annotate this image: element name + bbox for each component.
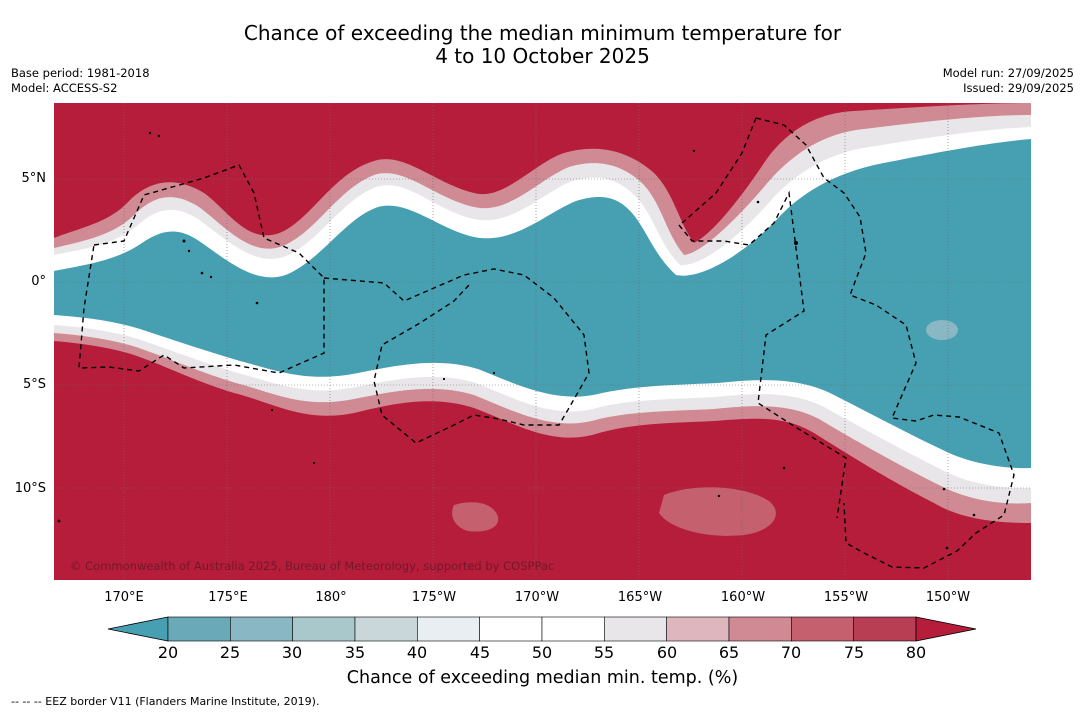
lon-label-175e: 175°E	[208, 590, 248, 605]
colorbar-tick: 60	[656, 643, 678, 662]
colorbar-tick: 25	[219, 643, 241, 662]
graticule	[54, 103, 1031, 580]
map-title: Chance of exceeding the median minimum t…	[0, 22, 1085, 68]
base-period: Base period: 1981-2018	[11, 66, 150, 80]
colorbar-segment	[479, 616, 543, 642]
pale-patch	[926, 320, 958, 340]
eez-footnote: -- -- -- EEZ border V11 (Flanders Marine…	[11, 695, 320, 708]
colorbar-arrow-high	[915, 616, 977, 642]
lon-label-170w: 170°W	[514, 590, 560, 605]
low-probability-region	[54, 139, 1031, 469]
forecast-map[interactable]	[54, 103, 1031, 580]
lat-label-5n: 5°N	[21, 171, 47, 186]
title-line-1: Chance of exceeding the median minimum t…	[243, 21, 842, 45]
copyright-credit: © Commonwealth of Australia 2025, Bureau…	[70, 559, 555, 573]
colorbar-segment	[230, 616, 293, 642]
metadata-left: Base period: 1981-2018 Model: ACCESS-S2	[11, 66, 150, 95]
metadata-right: Model run: 27/09/2025 Issued: 29/09/2025	[943, 66, 1074, 95]
model-run: Model run: 27/09/2025	[942, 66, 1074, 80]
lat-label-0: 0°	[31, 274, 46, 289]
colorbar-arrow-low	[107, 616, 169, 642]
islands	[57, 131, 976, 550]
colorbar-tick: 50	[531, 643, 553, 662]
title-line-2: 4 to 10 October 2025	[435, 44, 650, 68]
lon-label-160w: 160°W	[720, 590, 766, 605]
colorbar-tick: 75	[843, 643, 865, 662]
colorbar-segment	[292, 616, 356, 642]
lat-label-10s: 10°S	[14, 481, 46, 496]
colorbar-tick: 40	[406, 643, 428, 662]
colorbar-tick: 30	[281, 643, 303, 662]
colorbar-segment	[728, 616, 792, 642]
lat-label-5s: 5°S	[22, 377, 46, 392]
lon-label-170e: 170°E	[104, 590, 144, 605]
model-name: Model: ACCESS-S2	[11, 80, 118, 95]
colorbar-tick: 65	[718, 643, 740, 662]
colorbar-segment	[791, 616, 854, 642]
lon-label-175w: 175°W	[411, 590, 457, 605]
eez-borders	[78, 117, 1015, 569]
lon-label-180: 180°	[315, 590, 347, 605]
colorbar-segment	[604, 616, 667, 642]
colorbar-segment	[666, 616, 730, 642]
colorbar-tick: 70	[780, 643, 802, 662]
moderate-patch-2	[452, 502, 499, 532]
colorbar-tick: 20	[157, 643, 179, 662]
colorbar-segment	[417, 616, 480, 642]
colorbar-tick: 55	[593, 643, 615, 662]
lon-label-155w: 155°W	[823, 590, 869, 605]
colorbar	[107, 616, 977, 642]
lon-label-150w: 150°W	[925, 590, 971, 605]
colorbar-tick: 80	[905, 643, 927, 662]
colorbar-tick: 45	[469, 643, 491, 662]
colorbar-segment	[354, 616, 418, 642]
colorbar-segment	[541, 616, 605, 642]
colorbar-label: Chance of exceeding median min. temp. (%…	[346, 668, 739, 688]
lon-label-165w: 165°W	[617, 590, 663, 605]
colorbar-tick: 35	[344, 643, 366, 662]
issued-date: Issued: 29/09/2025	[963, 80, 1074, 95]
colorbar-segment	[853, 616, 917, 642]
moderate-patch	[659, 487, 776, 536]
colorbar-segment	[167, 616, 231, 642]
